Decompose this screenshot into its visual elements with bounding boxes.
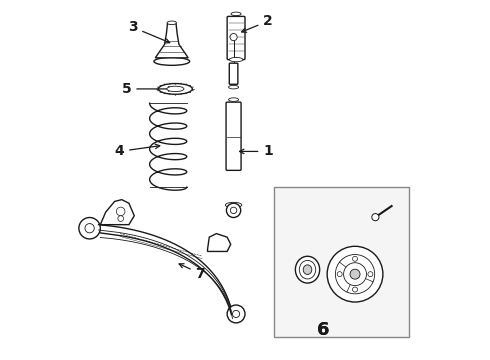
Circle shape <box>337 272 342 277</box>
Circle shape <box>226 203 241 217</box>
Circle shape <box>85 224 94 233</box>
Ellipse shape <box>154 58 190 65</box>
Ellipse shape <box>167 21 176 24</box>
Ellipse shape <box>228 85 239 89</box>
Polygon shape <box>100 200 134 225</box>
Circle shape <box>372 213 379 221</box>
Text: 3: 3 <box>128 20 170 43</box>
Text: 4: 4 <box>114 144 160 158</box>
Circle shape <box>232 310 240 318</box>
Text: 6: 6 <box>318 321 330 339</box>
Text: 6: 6 <box>318 321 330 339</box>
Circle shape <box>343 263 367 285</box>
Bar <box>273 187 409 337</box>
Ellipse shape <box>228 98 239 102</box>
Circle shape <box>350 269 360 279</box>
Ellipse shape <box>299 260 316 279</box>
Text: 1: 1 <box>240 144 273 158</box>
Ellipse shape <box>225 202 242 208</box>
Circle shape <box>230 207 237 213</box>
Ellipse shape <box>158 84 192 94</box>
Ellipse shape <box>295 256 319 283</box>
FancyBboxPatch shape <box>226 102 241 170</box>
Text: 7: 7 <box>179 264 205 280</box>
Circle shape <box>368 272 373 277</box>
Ellipse shape <box>167 86 184 91</box>
Circle shape <box>352 287 358 292</box>
Circle shape <box>118 216 123 221</box>
Circle shape <box>335 255 375 294</box>
FancyBboxPatch shape <box>229 63 238 84</box>
Circle shape <box>79 217 100 239</box>
Circle shape <box>352 256 358 261</box>
Circle shape <box>117 207 125 216</box>
Circle shape <box>327 246 383 302</box>
Ellipse shape <box>231 12 241 16</box>
FancyBboxPatch shape <box>227 17 245 60</box>
Circle shape <box>230 33 237 41</box>
Text: 5: 5 <box>122 82 173 96</box>
Ellipse shape <box>303 265 312 274</box>
Circle shape <box>227 305 245 323</box>
Polygon shape <box>155 23 188 58</box>
Ellipse shape <box>229 58 243 62</box>
Text: 2: 2 <box>242 14 273 32</box>
Polygon shape <box>207 234 231 251</box>
